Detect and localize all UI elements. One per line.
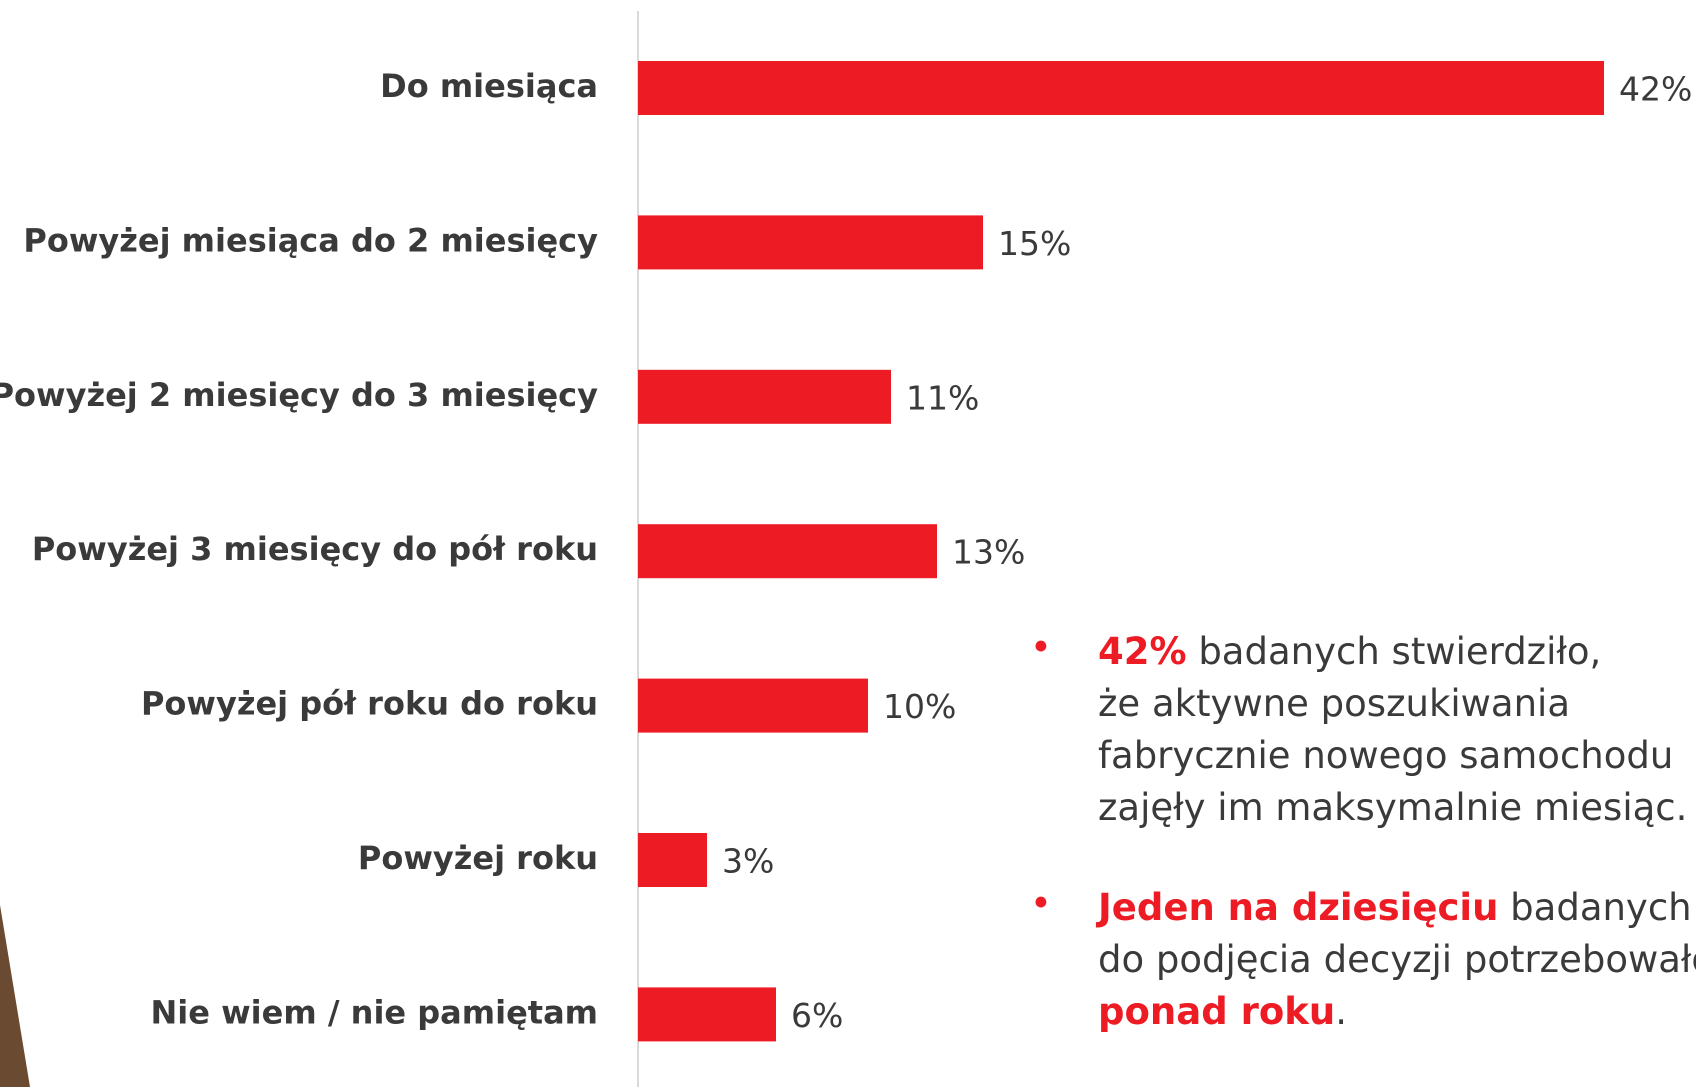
highlight: Jeden na dziesięciu <box>1098 886 1499 929</box>
bar <box>638 524 937 579</box>
note-line: fabrycznie nowego samochodu <box>1098 730 1696 782</box>
category-label: Powyżej miesiąca do 2 miesięcy <box>23 221 598 259</box>
note-text: badanych <box>1498 886 1692 929</box>
note-text: badanych stwierdziło, <box>1186 630 1602 673</box>
bar <box>638 678 868 733</box>
note-line: że aktywne poszukiwania <box>1098 678 1696 730</box>
bar <box>638 833 707 887</box>
value-label: 13% <box>952 533 1025 572</box>
note-line: zajęły im maksymalnie miesiąc. <box>1098 782 1696 834</box>
category-label: Do miesiąca <box>380 67 598 105</box>
note-line: ponad roku. <box>1098 986 1696 1038</box>
value-label: 6% <box>791 996 843 1035</box>
note-text: zajęły im maksymalnie miesiąc. <box>1098 786 1688 829</box>
bar <box>638 215 983 270</box>
category-label: Powyżej pół roku do roku <box>141 685 598 723</box>
category-label: Nie wiem / nie pamiętam <box>151 993 598 1031</box>
highlight: ponad roku <box>1098 990 1336 1033</box>
value-label: 42% <box>1619 70 1692 109</box>
value-label: 3% <box>722 842 774 881</box>
note-line: Jeden na dziesięciu badanych <box>1098 882 1696 934</box>
note-text: . <box>1335 990 1347 1033</box>
note-text: do podjęcia decyzji potrzebowało <box>1098 938 1696 981</box>
note-text: że aktywne poszukiwania <box>1098 682 1571 725</box>
category-label: Powyżej 3 miesięcy do pół roku <box>32 530 598 568</box>
note-line: do podjęcia decyzji potrzebowało <box>1098 934 1696 986</box>
category-label: Powyżej roku <box>358 839 598 877</box>
notes: 42% badanych stwierdziło,że aktywne posz… <box>1030 626 1696 1086</box>
value-label: 10% <box>883 687 956 726</box>
decoration <box>0 905 30 1087</box>
category-label: Powyżej 2 miesięcy do 3 miesięcy <box>0 376 598 414</box>
bar <box>638 987 776 1042</box>
bar <box>638 61 1604 115</box>
highlight: 42% <box>1098 630 1187 673</box>
value-label: 11% <box>906 378 979 417</box>
bullet: 42% badanych stwierdziło,że aktywne posz… <box>1030 626 1696 834</box>
note-text: fabrycznie nowego samochodu <box>1098 734 1674 777</box>
bar <box>638 369 891 424</box>
value-label: 15% <box>998 224 1071 263</box>
note-line: 42% badanych stwierdziło, <box>1098 626 1696 678</box>
